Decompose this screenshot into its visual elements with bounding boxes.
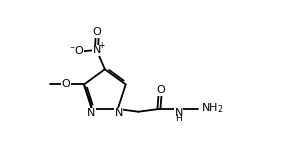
Text: +: + (98, 41, 104, 50)
Text: O: O (74, 46, 83, 56)
Text: NH$_2$: NH$_2$ (201, 101, 223, 115)
Text: N: N (174, 108, 183, 118)
Text: N: N (114, 108, 123, 118)
Text: $^-$: $^-$ (68, 43, 76, 52)
Text: O: O (93, 27, 102, 37)
Text: O: O (156, 85, 165, 95)
Text: H: H (175, 114, 182, 123)
Text: N: N (87, 108, 95, 118)
Text: N: N (93, 45, 101, 55)
Text: O: O (62, 80, 70, 89)
